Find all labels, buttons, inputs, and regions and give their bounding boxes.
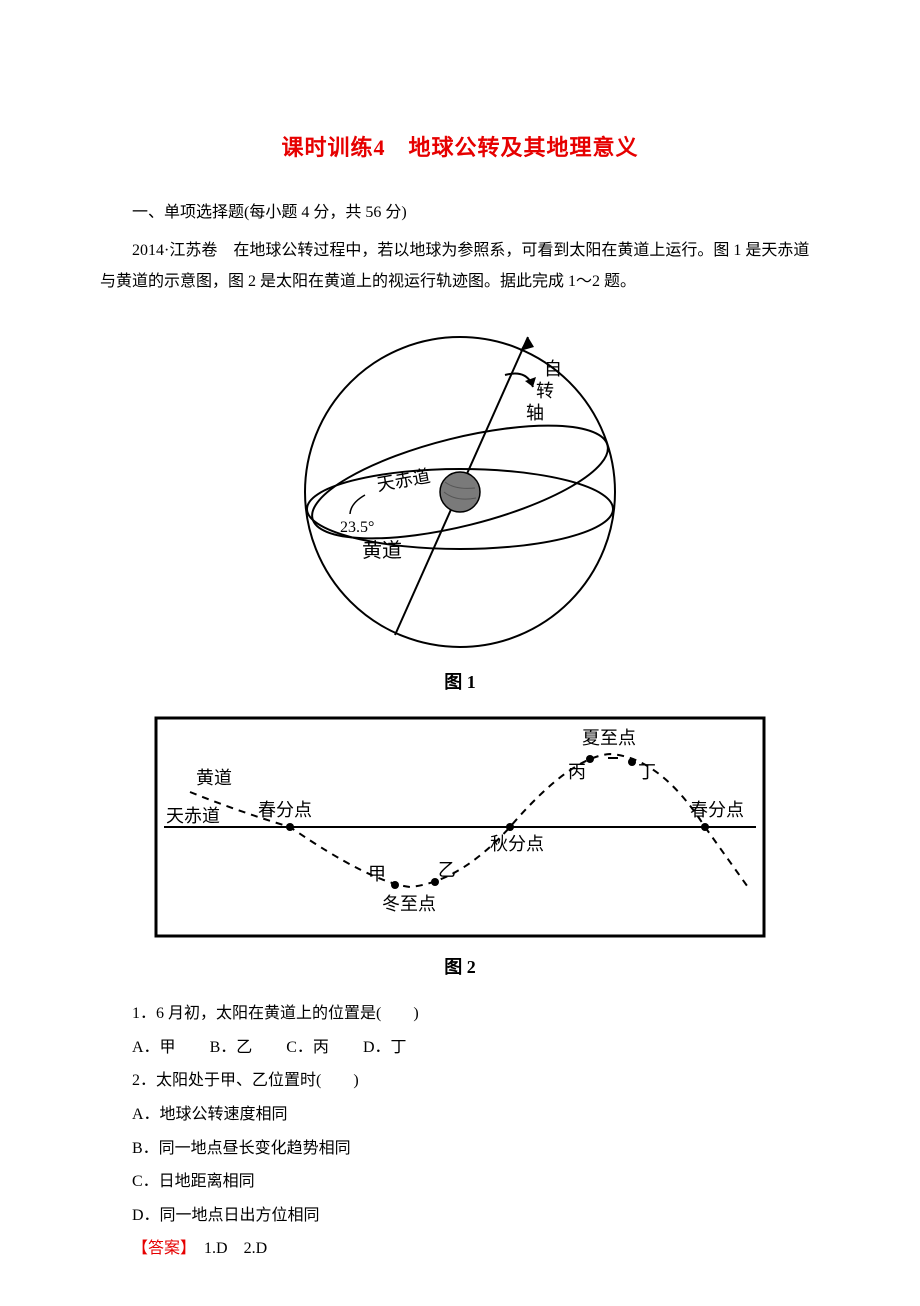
page-title: 课时训练4 地球公转及其地理意义 bbox=[100, 130, 820, 162]
q1-option-d: D．丁 bbox=[363, 1039, 407, 1056]
fig2-yi-label: 乙 bbox=[438, 860, 456, 880]
fig2-winter-label: 冬至点 bbox=[382, 894, 436, 914]
figure-2-caption: 图 2 bbox=[100, 953, 820, 979]
fig1-axis-label-char3: 轴 bbox=[526, 403, 544, 423]
q2-option-d: D．同一地点日出方位相同 bbox=[100, 1199, 820, 1233]
answer-label: 【答案】 bbox=[132, 1240, 188, 1257]
fig2-spring1-label: 春分点 bbox=[258, 800, 312, 820]
fig2-ding-label: 丁 bbox=[638, 762, 656, 782]
q2-option-b: B．同一地点昼长变化趋势相同 bbox=[100, 1132, 820, 1166]
page: 课时训练4 地球公转及其地理意义 一、单项选择题(每小题 4 分，共 56 分)… bbox=[0, 0, 920, 1306]
fig2-jia-label: 甲 bbox=[368, 864, 386, 884]
figure-1: 自 转 轴 天赤道 黄道 23.5° bbox=[100, 317, 820, 662]
fig2-bing-label: 丙 bbox=[568, 762, 586, 782]
q1-stem: 1．6 月初，太阳在黄道上的位置是( ) bbox=[100, 997, 820, 1031]
fig1-axis-label-char2: 转 bbox=[536, 381, 554, 401]
q1-option-a: A．甲 bbox=[132, 1039, 176, 1056]
fig1-equator-label: 天赤道 bbox=[375, 466, 432, 495]
figure-1-caption: 图 1 bbox=[100, 668, 820, 694]
q2-stem: 2．太阳处于甲、乙位置时( ) bbox=[100, 1064, 820, 1098]
passage-text: 2014·江苏卷 在地球公转过程中，若以地球为参照系，可看到太阳在黄道上运行。图… bbox=[100, 236, 820, 297]
q2-option-c: C．日地距离相同 bbox=[100, 1165, 820, 1199]
q1-option-b: B．乙 bbox=[210, 1039, 253, 1056]
fig2-equator-label: 天赤道 bbox=[166, 806, 220, 826]
fig1-angle-label: 23.5° bbox=[340, 519, 374, 536]
fig2-spring2-label: 春分点 bbox=[690, 800, 744, 820]
answer-line: 【答案】 1.D 2.D bbox=[100, 1232, 820, 1266]
figure-2-svg: 黄道 天赤道 春分点 冬至点 甲 乙 秋分点 夏至点 丙 丁 春分点 bbox=[150, 712, 770, 942]
fig2-ecliptic-label: 黄道 bbox=[196, 768, 232, 788]
fig2-summer-label: 夏至点 bbox=[582, 728, 636, 748]
answer-text: 1.D 2.D bbox=[188, 1240, 267, 1257]
q2-option-a: A．地球公转速度相同 bbox=[100, 1098, 820, 1132]
fig2-autumn-label: 秋分点 bbox=[490, 834, 544, 854]
q1-option-c: C．丙 bbox=[286, 1039, 329, 1056]
fig1-ecliptic-label: 黄道 bbox=[362, 539, 402, 562]
figure-2: 黄道 天赤道 春分点 冬至点 甲 乙 秋分点 夏至点 丙 丁 春分点 bbox=[100, 712, 820, 947]
q1-options: A．甲 B．乙 C．丙 D．丁 bbox=[100, 1031, 820, 1065]
section-heading: 一、单项选择题(每小题 4 分，共 56 分) bbox=[100, 198, 820, 228]
figure-1-svg: 自 转 轴 天赤道 黄道 23.5° bbox=[260, 317, 660, 657]
fig1-axis-label-char1: 自 bbox=[544, 359, 562, 379]
